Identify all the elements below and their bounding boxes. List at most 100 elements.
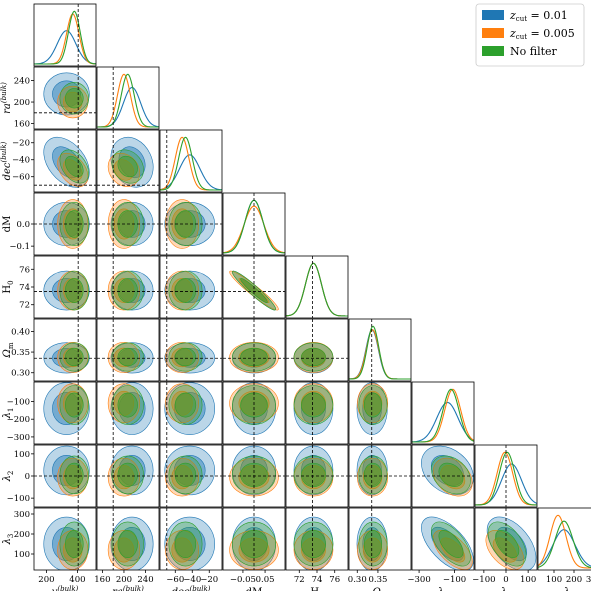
panel-l2-dM	[222, 444, 286, 508]
panel-content	[229, 508, 279, 570]
contour-inner-dec-H0-series-0	[173, 278, 206, 303]
x-axis-label-main: ra	[112, 587, 123, 591]
x-tick-label-l1-1: −100	[443, 575, 466, 585]
panel-content	[223, 256, 285, 318]
contour-outer-dec-H0-series-0	[164, 270, 215, 311]
panel-content	[164, 508, 215, 570]
marginal-curve-Om-series-2	[349, 325, 411, 380]
panel-frame	[33, 129, 97, 193]
contour-outer-H0-Om-series-2	[293, 342, 334, 372]
panel-Om-v	[33, 318, 97, 382]
panel-l3-l1	[411, 507, 475, 571]
y-axis-label-sub: 1	[7, 408, 15, 412]
panel-l1-H0	[285, 381, 349, 445]
panel-content	[97, 256, 159, 318]
panel-content	[475, 445, 537, 507]
y-axis-label-sup: (bulk)	[0, 82, 8, 103]
panel-l2-Om	[348, 444, 412, 508]
panel-frame	[33, 381, 97, 445]
contour-outer-H0-l1-series-0	[293, 382, 334, 435]
contour-inner-ra-l2-series-1	[113, 465, 135, 490]
legend-swatch-0	[482, 10, 504, 20]
y-axis-label-l3: λ3	[2, 534, 15, 546]
panel-l3-l2	[474, 507, 538, 571]
panel-Om-dec	[159, 318, 223, 382]
panel-content	[160, 256, 222, 318]
contour-inner-l1-l3-series-1	[440, 537, 466, 563]
contour-inner-Om-l2-series-2	[363, 462, 383, 487]
contour-inner-v-ra-series-1	[63, 91, 83, 113]
panel-content	[412, 388, 474, 443]
contour-outer-dec-H0-series-2	[168, 270, 203, 311]
marginal-curve-ra-series-2	[97, 73, 159, 128]
x-tick-label-Om-1: 0.35	[368, 575, 387, 585]
contour-inner-Om-l1-series-2	[363, 392, 383, 418]
panel-frame	[222, 507, 286, 571]
contour-outer-ra-H0-series-2	[111, 270, 144, 311]
x-axis-label-sup: (bulk)	[189, 585, 210, 591]
y-tick-label-dec-0: −20	[12, 139, 30, 149]
panel-H0-ra	[96, 255, 160, 319]
y-axis-label-ra: ra(bulk)	[0, 82, 13, 114]
panel-frame	[411, 507, 475, 571]
marginal-curve-H0-series-0	[286, 262, 348, 317]
contour-inner-v-dec-series-2	[65, 155, 84, 178]
panel-frame	[222, 318, 286, 382]
panel-l3-l3	[537, 507, 591, 571]
x-tick-label-Om-0: 0.30	[348, 575, 367, 585]
y-axis-label-main: dM	[2, 216, 13, 233]
contour-inner-l2-l3-series-2	[495, 530, 520, 558]
marginal-curve-dec-series-2	[160, 136, 222, 191]
contour-outer-dec-l2-series-2	[168, 455, 203, 495]
panel-frame	[537, 507, 591, 571]
contour-outer-ra-l3-series-1	[107, 530, 141, 570]
contour-outer-ra-H0-series-1	[107, 270, 141, 311]
panel-ra-v	[33, 66, 97, 130]
panel-l1-dM	[222, 381, 286, 445]
panel-content	[34, 256, 96, 318]
legend-label-rest: = 0.01	[527, 9, 568, 22]
contour-inner-H0-Om-series-2	[301, 347, 326, 367]
x-tick-label-dM-1: 0.05	[256, 575, 275, 585]
contour-outer-dec-l1-series-0	[164, 382, 215, 435]
panel-l2-l2	[474, 444, 538, 508]
panel-content	[97, 193, 159, 255]
x-axis-label-main: λ	[500, 587, 507, 591]
contour-inner-Om-l1-series-1	[362, 390, 383, 416]
y-tick-label-l2-2: −100	[7, 494, 30, 504]
marginal-curve-l3-series-2	[538, 520, 591, 569]
contour-outer-v-H0-series-2	[59, 270, 90, 311]
contour-inner-dec-Om-series-0	[173, 348, 206, 368]
panel-frame	[33, 318, 97, 382]
x-tick-label-H0-1: 74	[312, 575, 323, 585]
panel-content	[34, 67, 96, 129]
contour-inner-v-Om-series-2	[65, 347, 84, 367]
contour-outer-dec-l1-series-1	[165, 383, 200, 424]
y-tick-label-dM-1: −0.1	[9, 242, 30, 252]
panel-l2-l1	[411, 444, 475, 508]
contour-inner-dec-l2-series-1	[171, 465, 193, 490]
panel-H0-dec	[159, 255, 223, 319]
panel-l3-v	[33, 507, 97, 571]
y-axis-label-H0: H0	[2, 280, 15, 293]
x-axis-label-dM: dM	[246, 587, 263, 591]
legend-label-0: zcut = 0.01	[509, 9, 568, 23]
panel-content	[97, 130, 159, 192]
panel-content	[412, 445, 474, 497]
contour-inner-v-l3-series-2	[65, 530, 84, 558]
x-tick-label-l3-1: 200	[566, 575, 582, 585]
contour-outer-dec-H0-series-1	[165, 270, 200, 311]
legend-swatch-2	[482, 46, 504, 56]
contour-inner-dec-l1-series-1	[171, 390, 193, 416]
contour-inner-ra-l3-series-1	[113, 537, 135, 563]
panel-frame	[474, 444, 538, 508]
panel-frame	[96, 255, 160, 319]
marginal-curve-l1-series-1	[412, 388, 474, 443]
x-tick-label-l3-2: 300	[586, 575, 591, 585]
contour-outer-Om-l1-series-2	[358, 385, 388, 425]
panel-frame	[348, 381, 412, 445]
x-axis-label-l2: λ2	[500, 587, 512, 591]
y-tick-label-ra-0: 240	[14, 76, 30, 86]
panel-content	[223, 319, 285, 381]
